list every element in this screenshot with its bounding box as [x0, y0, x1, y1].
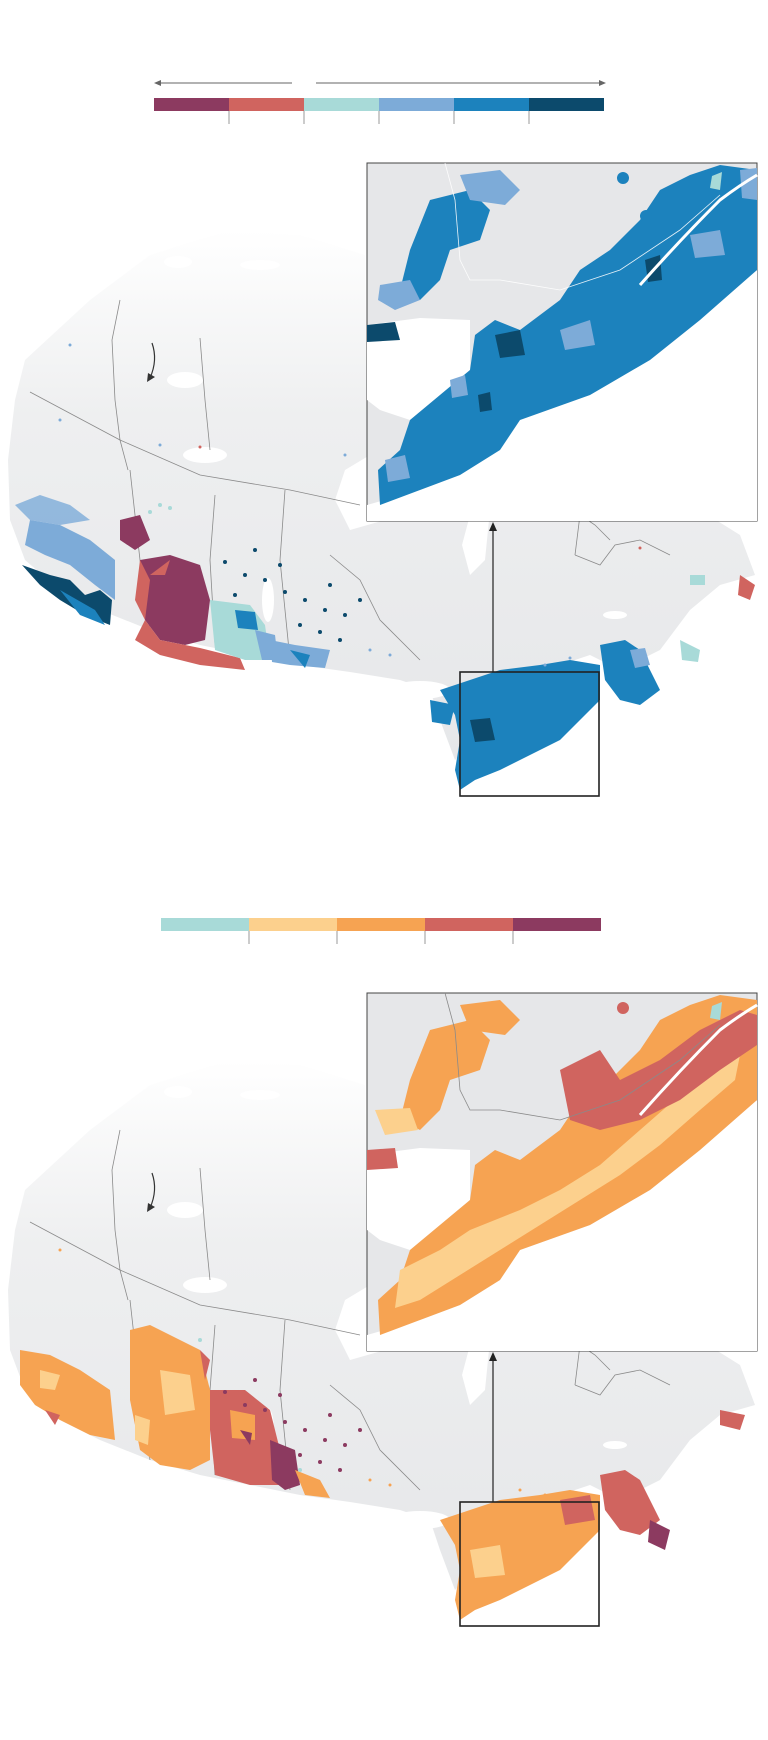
inset-west-fill	[378, 280, 420, 310]
inset-yellow-belt	[395, 1055, 740, 1308]
inset-north-fill-2	[460, 1000, 520, 1035]
inset-borders	[444, 992, 721, 1121]
region-bc	[20, 1350, 115, 1440]
inset-west-fill	[367, 1148, 398, 1170]
region-alberta	[130, 1325, 210, 1470]
data-regions-bottom	[20, 1248, 745, 1620]
inset-lake-erie-ontario	[367, 1100, 757, 1351]
inset-dot-2	[640, 210, 652, 222]
inset-light-patch-2	[690, 230, 725, 258]
inset-dark-patch-2	[495, 330, 525, 358]
james-bay	[462, 1340, 490, 1405]
inset-borders	[444, 162, 721, 291]
inset-dot-1	[617, 1002, 629, 1014]
inset-teal-patch	[710, 172, 722, 190]
arrow-left-icon	[154, 80, 292, 86]
inset-light-patch-5	[450, 375, 468, 398]
legend-swatch	[154, 98, 229, 111]
arctic-water-2	[240, 1090, 280, 1100]
labrador-lake	[603, 1441, 627, 1449]
sparse-communities-teal	[148, 503, 172, 514]
arrow-up-icon	[489, 1352, 497, 1502]
arrow-right-icon	[316, 80, 606, 86]
inset-locator-box	[459, 671, 600, 797]
inset-locator-box	[459, 1501, 600, 1627]
legend-swatch	[529, 98, 604, 111]
arctic-water-1	[164, 256, 192, 268]
sparse-communities-teal	[198, 1338, 302, 1472]
inset-dot-1	[617, 172, 629, 184]
provincial-borders	[29, 299, 671, 661]
region-saskatchewan	[210, 600, 278, 660]
great-slave-lake	[183, 447, 227, 463]
sparse-communities-red	[198, 445, 642, 550]
inset-river	[638, 1003, 758, 1116]
legend-swatch	[379, 98, 454, 111]
region-saskatchewan	[210, 1390, 285, 1485]
legend-swatch	[513, 918, 601, 931]
map-top-svg	[8, 80, 758, 797]
inset-light-patch-3	[385, 455, 410, 482]
region-atlantic	[600, 575, 755, 705]
legend-swatch	[161, 918, 249, 931]
lake-superior	[390, 1511, 450, 1529]
great-bear-lake	[167, 372, 203, 388]
inset-lake-huron	[367, 318, 470, 420]
sparse-communities-orange	[58, 1248, 547, 1497]
legend-swatch	[304, 98, 379, 111]
arctic-water-2	[240, 260, 280, 270]
sparse-communities-bottom	[223, 1378, 362, 1472]
sparse-communities-light	[58, 343, 572, 667]
legend-swatch	[337, 918, 425, 931]
inset-river	[638, 173, 758, 286]
inset-red-belt	[560, 1010, 757, 1130]
inset-light-patch-1	[560, 320, 595, 350]
legend-top	[154, 80, 606, 124]
region-manitoba	[270, 640, 330, 668]
arrow-up-icon	[489, 522, 497, 672]
inset-dark-patch-1	[367, 322, 400, 342]
legend-swatch	[425, 918, 513, 931]
inset-yellow-patch-2	[375, 1108, 418, 1135]
legend-bottom-swatches	[161, 918, 601, 944]
lake-superior	[390, 681, 450, 699]
map-panel-bottom	[0, 830, 768, 1740]
james-bay	[462, 510, 490, 575]
inset-lake-huron	[367, 1148, 470, 1250]
region-alberta	[120, 515, 245, 670]
inset-north-fill-1	[400, 190, 490, 300]
legend-top-swatches	[154, 98, 604, 124]
region-ontario-east	[430, 660, 600, 790]
sparse-communities-top	[223, 548, 362, 642]
region-atlantic	[600, 1410, 745, 1550]
inset-map-bottom	[366, 992, 758, 1352]
inset-teal-patch	[710, 1002, 722, 1020]
inset-map-top	[366, 162, 758, 522]
great-slave-lake	[183, 1277, 227, 1293]
map-bottom-svg	[8, 918, 758, 1627]
region-bc	[15, 495, 115, 625]
inset-north-fill-1	[400, 1020, 490, 1130]
curved-arrow-icon	[147, 342, 156, 382]
labrador-lake	[603, 611, 627, 619]
hudson-bay	[335, 1285, 370, 1360]
curved-arrow-icon	[147, 1172, 156, 1212]
inset-light-patch-4	[478, 392, 492, 412]
arctic-water-1	[164, 1086, 192, 1098]
region-manitoba	[270, 1440, 330, 1498]
hudson-bay	[335, 455, 370, 530]
inset-lake-erie-ontario	[367, 270, 757, 521]
legend-swatch	[454, 98, 529, 111]
lake-winnipeg	[262, 578, 274, 622]
map-panel-top	[0, 0, 768, 830]
data-regions-top	[15, 343, 755, 790]
great-bear-lake	[167, 1202, 203, 1218]
inset-north-fill-2	[460, 170, 520, 205]
legend-swatch	[229, 98, 304, 111]
legend-swatch	[249, 918, 337, 931]
